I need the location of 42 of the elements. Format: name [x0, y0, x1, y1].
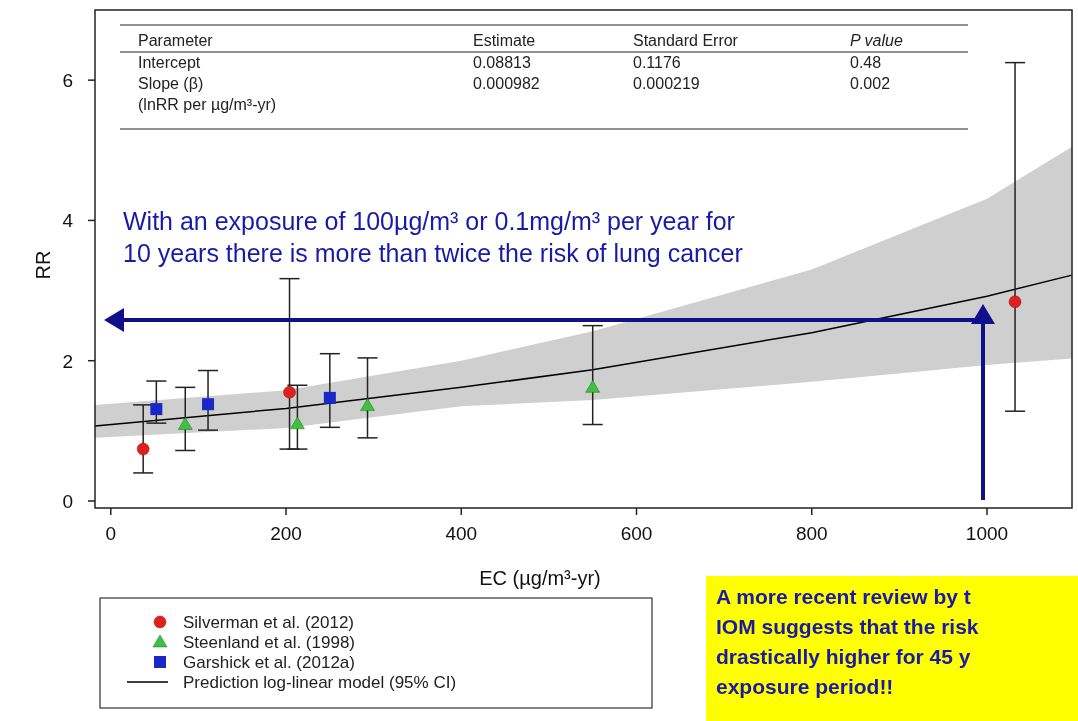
annotation: 0.08813 — [473, 54, 531, 71]
annotation: Standard Error — [633, 32, 739, 49]
annotation: 0.1176 — [633, 54, 681, 71]
annotation: Intercept — [138, 54, 201, 71]
x-tick-label: 600 — [620, 523, 653, 544]
text: A more recent review by t IOM suggests that the risk drastically higher for 45 y exposure period!! — [716, 585, 979, 698]
legend-label: Steenland et al. (1998) — [183, 633, 356, 652]
annotation: Slope (β) — [138, 75, 204, 92]
point — [150, 403, 163, 416]
point — [323, 391, 336, 404]
x-tick-label: 400 — [445, 523, 478, 544]
annotation: 0.48 — [850, 54, 882, 71]
y-tick-label: 0 — [62, 490, 73, 512]
x-tick-label: 200 — [270, 523, 302, 544]
x-tick-label: 1000 — [965, 523, 1009, 544]
annotation: 0.000219 — [633, 75, 700, 92]
legend-label: Garshick et al. (2012a) — [183, 653, 355, 672]
point — [1008, 295, 1022, 309]
line-series — [94, 274, 1073, 427]
annotation: P value — [850, 32, 903, 49]
annotation: 0.002 — [850, 75, 891, 92]
y-tick-label: 6 — [62, 70, 73, 92]
point — [202, 398, 215, 411]
legend-label: Silverman et al. (2012) — [183, 613, 355, 632]
x-axis-title: EC (µg/m³-yr) — [479, 567, 601, 589]
x-tick-label: 0 — [105, 523, 117, 544]
y-tick-label: 2 — [62, 350, 73, 372]
annotation: 0.000982 — [473, 75, 540, 92]
point — [283, 386, 296, 399]
y-tick-label: 4 — [62, 210, 74, 232]
point — [178, 417, 193, 430]
point — [585, 380, 600, 393]
point — [360, 398, 375, 411]
annotation: With an exposure of 100µg/m³ or 0.1mg/m³ per year for 10 years there is more than twice the risk of lung cancer — [123, 207, 743, 267]
annotation: Parameter — [138, 32, 214, 49]
y-axis-title: RR — [32, 250, 54, 280]
point — [136, 442, 150, 456]
legend-label: Prediction log-linear model (95% CI) — [183, 673, 457, 692]
point — [290, 416, 305, 430]
x-tick-label: 800 — [795, 523, 828, 544]
annotation: Estimate — [473, 32, 536, 49]
annotation: (lnRR per µg/m³-yr) — [138, 96, 277, 113]
